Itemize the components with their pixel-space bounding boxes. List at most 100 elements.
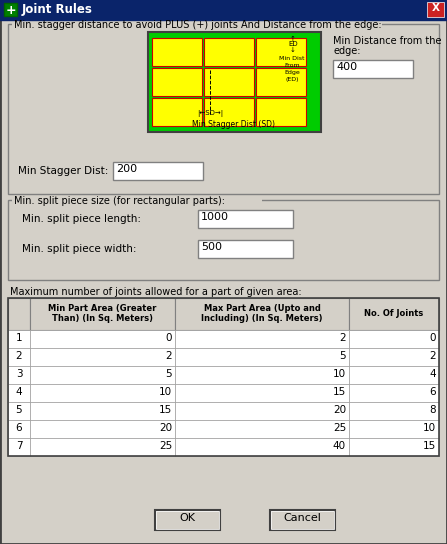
Bar [175,402,349,420]
Bar [8,298,30,330]
Bar [8,330,30,348]
Text: ↑: ↑ [290,36,296,42]
Text: Joint Rules: Joint Rules [22,3,93,15]
Text: 0: 0 [430,333,436,343]
Bar [30,330,175,348]
Text: Max Part Area (Upto and: Max Part Area (Upto and [203,304,320,313]
Bar [8,366,30,384]
Bar [349,402,439,420]
Text: 5: 5 [16,405,22,415]
Bar [270,510,335,530]
Text: 2: 2 [339,333,346,343]
Bar [4,3,17,16]
Text: 2: 2 [16,351,22,361]
Text: Maximum number of joints allowed for a part of given area:: Maximum number of joints allowed for a p… [10,287,302,297]
Bar [0,0,447,20]
Bar [30,348,175,366]
Text: 25: 25 [333,423,346,433]
Text: 500: 500 [201,242,222,252]
Bar [204,98,254,126]
Bar [349,366,439,384]
Text: 4: 4 [430,369,436,379]
Text: Min Part Area (Greater: Min Part Area (Greater [48,304,157,313]
Text: Than) (In Sq. Meters): Than) (In Sq. Meters) [52,314,153,323]
Bar [156,511,219,529]
Text: Min Stagger Dist:: Min Stagger Dist: [18,166,108,176]
Text: +: + [5,3,16,16]
Text: 7: 7 [16,441,22,451]
Text: OK: OK [180,513,195,523]
Bar [155,510,220,530]
Text: Cancel: Cancel [283,513,321,523]
Text: X: X [431,3,439,13]
Bar [30,298,175,330]
Text: 20: 20 [333,405,346,415]
Text: 15: 15 [423,441,436,451]
Text: Edge: Edge [284,70,300,75]
Bar [349,348,439,366]
Text: 6: 6 [430,387,436,397]
Bar [271,511,334,529]
Bar [427,2,444,17]
Bar [8,298,439,456]
Bar [8,24,439,194]
Bar [349,298,439,330]
Text: 10: 10 [423,423,436,433]
Text: 15: 15 [333,387,346,397]
Text: No. Of Joints: No. Of Joints [364,309,424,318]
Bar [198,210,293,228]
Text: 6: 6 [16,423,22,433]
Text: 200: 200 [116,164,137,174]
Bar [30,366,175,384]
Bar [148,32,321,132]
Text: Min. split piece width:: Min. split piece width: [22,244,136,254]
Text: 10: 10 [333,369,346,379]
Text: 8: 8 [430,405,436,415]
Text: 20: 20 [159,423,172,433]
Text: (ED): (ED) [285,77,299,82]
Bar [256,98,306,126]
Text: Min. split piece size (for rectangular parts):: Min. split piece size (for rectangular p… [14,196,225,206]
Bar [113,162,203,180]
Text: 5: 5 [165,369,172,379]
Bar [30,384,175,402]
Bar [8,200,439,280]
Text: 3: 3 [16,369,22,379]
Bar [198,240,293,258]
Text: 1000: 1000 [201,212,229,222]
Bar [8,402,30,420]
Bar [175,366,349,384]
Bar [256,68,306,96]
Text: 2: 2 [430,351,436,361]
Bar [8,438,30,456]
Bar [175,384,349,402]
Bar [349,420,439,438]
Bar [152,38,202,66]
Text: ED: ED [288,41,298,47]
Text: 15: 15 [159,405,172,415]
Text: Min. stagger distance to avoid PLUS (+) joints And Distance from the edge:: Min. stagger distance to avoid PLUS (+) … [14,20,382,30]
Text: 4: 4 [16,387,22,397]
Bar [349,330,439,348]
Text: Min. split piece length:: Min. split piece length: [22,214,141,224]
Text: 2: 2 [165,351,172,361]
Bar [333,60,413,78]
Text: Min Distance from the: Min Distance from the [333,36,442,46]
Text: ↓: ↓ [290,47,296,53]
Text: From: From [284,63,300,68]
Text: Min Dist: Min Dist [279,56,305,61]
Bar [30,438,175,456]
Text: 40: 40 [333,441,346,451]
Text: |←SD→|: |←SD→| [197,110,223,117]
Text: 0: 0 [165,333,172,343]
Bar [30,420,175,438]
Bar [152,98,202,126]
Text: 1: 1 [16,333,22,343]
Text: 10: 10 [159,387,172,397]
Text: 25: 25 [159,441,172,451]
Bar [175,420,349,438]
Text: 400: 400 [336,62,357,72]
Bar [152,68,202,96]
Text: Min Stagger Dist (SD): Min Stagger Dist (SD) [193,120,275,129]
Text: edge:: edge: [333,46,360,56]
